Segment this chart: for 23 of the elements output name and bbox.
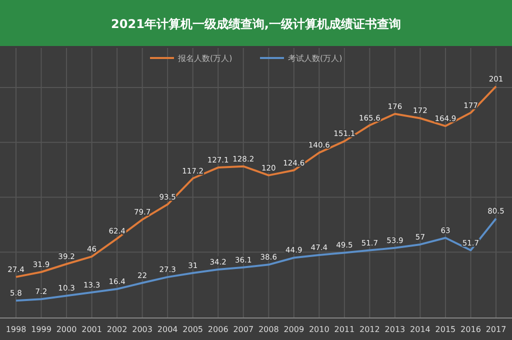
x-tick-label: 2004 [157, 325, 178, 334]
x-tick-label: 2007 [233, 325, 254, 334]
legend-label: 考试人数(万人) [288, 54, 342, 63]
x-tick-label: 2005 [182, 325, 204, 334]
x-tick-label: 2011 [334, 325, 355, 334]
x-tick-label: 1999 [31, 325, 52, 334]
x-tick-label: 2012 [360, 325, 380, 334]
x-tick-label: 2009 [284, 325, 304, 334]
x-tick-label: 2016 [460, 325, 481, 334]
x-tick-label: 2010 [308, 325, 330, 334]
x-tick-label: 2008 [258, 325, 279, 334]
x-tick-label: 2014 [410, 325, 430, 334]
x-tick-label: 2002 [106, 325, 128, 334]
chart-title: 2021年计算机一级成绩查询,一级计算机成绩证书查询 [111, 17, 401, 31]
legend-label: 报名人数(万人) [177, 54, 232, 63]
x-tick-label: 1998 [6, 325, 26, 334]
x-tick-label: 2000 [56, 325, 77, 334]
x-tick-label: 2015 [435, 325, 456, 334]
x-tick-label: 2001 [82, 325, 102, 334]
x-tick-label: 2003 [132, 325, 152, 334]
x-tick-label: 2013 [384, 325, 406, 334]
x-tick-label: 2017 [486, 325, 506, 334]
x-tick-label: 2006 [208, 325, 228, 334]
